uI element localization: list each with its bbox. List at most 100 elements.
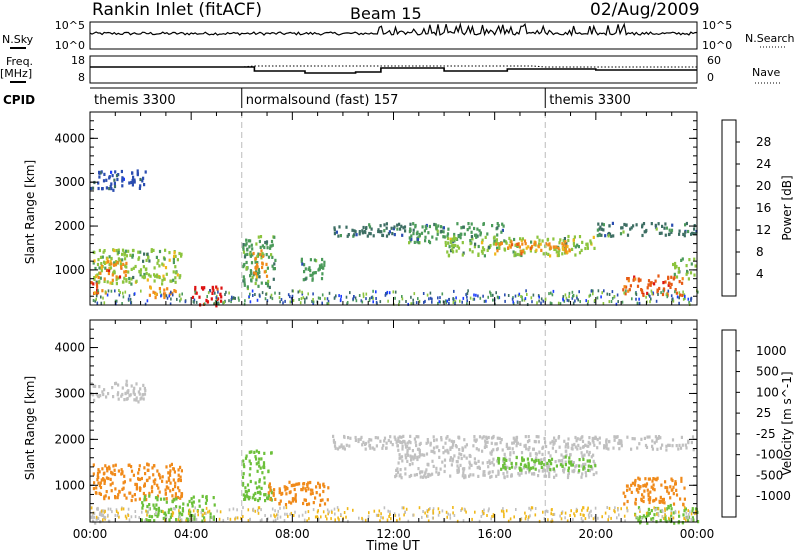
- data-cell: [514, 251, 517, 255]
- data-cell: [607, 447, 610, 451]
- data-cell: [198, 504, 201, 508]
- data-cell: [537, 435, 540, 439]
- data-cell: [503, 475, 506, 479]
- data-cell: [390, 226, 393, 230]
- data-cell: [620, 439, 623, 443]
- ground-scatter-cell: [327, 302, 330, 306]
- data-cell: [249, 272, 253, 276]
- data-cell: [553, 475, 556, 479]
- data-cell: [345, 443, 348, 447]
- data-cell: [671, 478, 674, 483]
- data-cell: [138, 392, 141, 396]
- x-tick-label: 04:00: [174, 527, 209, 541]
- ground-scatter-cell: [227, 517, 229, 520]
- data-cell: [515, 464, 518, 469]
- x-tick-label: 00:00: [73, 527, 108, 541]
- data-cell: [132, 248, 135, 253]
- data-cell: [525, 447, 528, 451]
- ground-scatter-cell: [575, 509, 578, 513]
- data-cell: [314, 496, 317, 500]
- data-cell: [147, 255, 150, 259]
- data-cell: [264, 240, 267, 245]
- data-cell: [334, 446, 337, 450]
- data-cell: [482, 435, 485, 439]
- data-cell: [97, 258, 100, 262]
- data-cell: [351, 228, 354, 232]
- data-cell: [504, 466, 507, 470]
- data-cell: [518, 253, 521, 257]
- data-cell: [572, 470, 575, 474]
- data-cell: [548, 474, 551, 479]
- data-cell: [318, 264, 322, 268]
- data-cell: [490, 452, 493, 456]
- data-cell: [318, 267, 321, 271]
- data-cell: [180, 254, 183, 258]
- data-cell: [101, 513, 105, 518]
- ground-scatter-cell: [380, 512, 382, 516]
- data-cell: [615, 435, 618, 439]
- data-cell: [161, 475, 164, 479]
- ground-scatter-cell: [228, 299, 230, 303]
- data-cell: [92, 519, 95, 523]
- data-cell: [90, 186, 93, 191]
- ground-scatter-cell: [586, 302, 589, 306]
- data-cell: [598, 233, 601, 237]
- data-cell: [691, 435, 695, 439]
- data-cell: [531, 472, 534, 476]
- ground-scatter-cell: [234, 296, 236, 300]
- data-cell: [151, 466, 154, 470]
- data-cell: [447, 241, 450, 245]
- ground-scatter-cell: [338, 294, 340, 298]
- ground-scatter-cell: [118, 293, 121, 297]
- ground-scatter-cell: [95, 294, 98, 298]
- data-cell: [601, 222, 604, 226]
- data-cell: [136, 169, 139, 173]
- ground-scatter-cell: [594, 506, 597, 510]
- data-cell: [138, 186, 141, 190]
- ground-scatter-cell: [197, 510, 199, 513]
- ground-scatter-cell: [638, 302, 641, 306]
- data-cell: [538, 238, 541, 242]
- ground-scatter-cell: [398, 513, 400, 517]
- data-cell: [518, 245, 521, 249]
- ground-scatter-cell: [179, 515, 181, 519]
- data-cell: [152, 290, 155, 294]
- ground-scatter-cell: [94, 299, 96, 303]
- data-cell: [584, 462, 587, 466]
- data-cell: [415, 443, 418, 448]
- ground-scatter-cell: [370, 296, 373, 300]
- data-cell: [284, 503, 288, 507]
- data-cell: [410, 455, 413, 459]
- data-cell: [95, 486, 98, 490]
- data-cell: [261, 252, 264, 256]
- ground-scatter-cell: [100, 509, 103, 513]
- data-cell: [404, 453, 407, 457]
- data-cell: [244, 243, 247, 247]
- data-cell: [147, 273, 151, 277]
- ground-scatter-cell: [306, 519, 308, 523]
- data-cell: [647, 507, 650, 511]
- y-tick-label: 3000: [54, 175, 85, 189]
- data-cell: [304, 487, 307, 491]
- ground-scatter-cell: [134, 515, 137, 519]
- data-cell: [143, 392, 147, 396]
- data-cell: [99, 276, 102, 280]
- data-cell: [685, 446, 688, 450]
- ground-scatter-cell: [422, 510, 424, 513]
- data-cell: [665, 448, 668, 452]
- ground-scatter-cell: [97, 289, 99, 293]
- data-cell: [135, 482, 138, 487]
- data-cell: [664, 233, 667, 237]
- data-cell: [249, 462, 252, 466]
- data-cell: [121, 178, 124, 182]
- ground-scatter-cell: [532, 293, 535, 297]
- data-cell: [121, 252, 124, 256]
- data-cell: [661, 443, 664, 447]
- data-cell: [111, 174, 114, 178]
- data-cell: [650, 222, 653, 226]
- data-cell: [104, 494, 107, 498]
- data-cell: [122, 481, 125, 485]
- data-cell: [318, 485, 321, 489]
- data-cell: [581, 240, 584, 244]
- data-cell: [137, 471, 140, 475]
